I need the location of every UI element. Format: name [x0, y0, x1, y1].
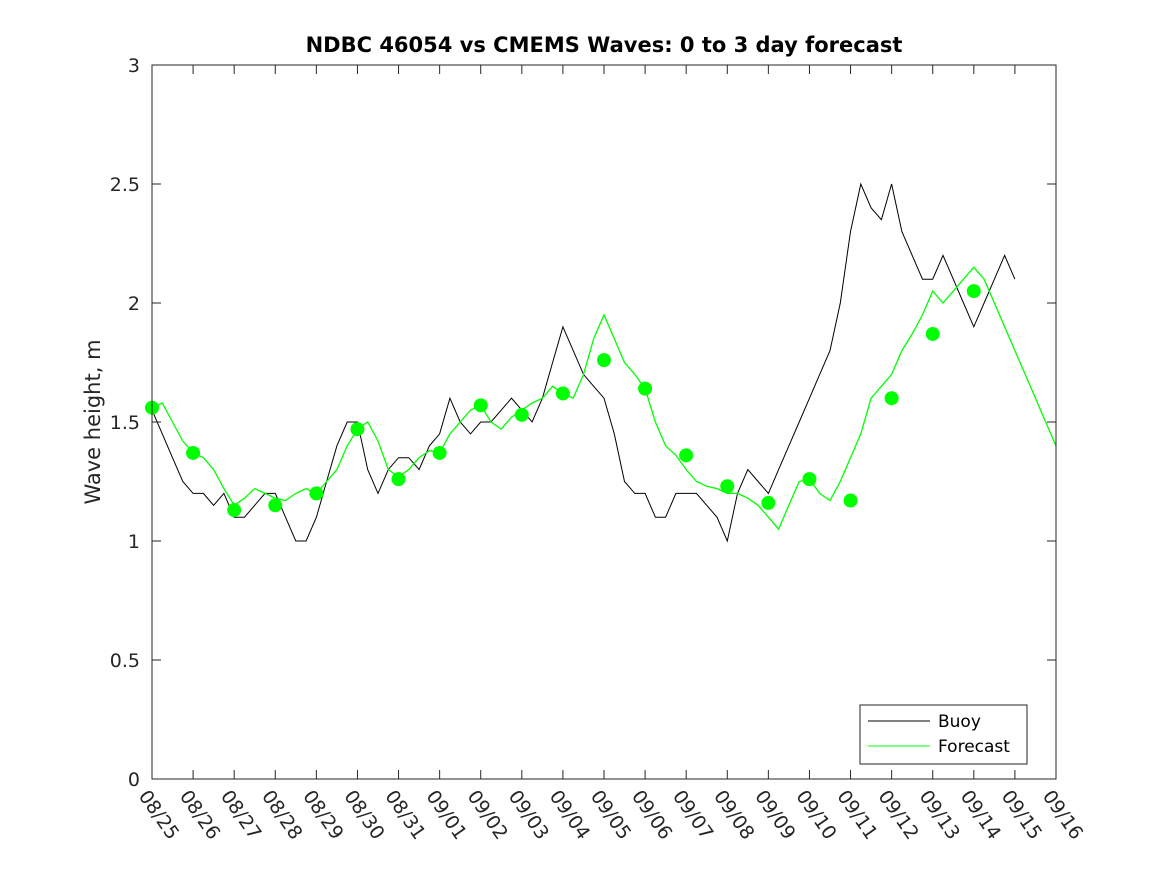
chart-title: NDBC 46054 vs CMEMS Waves: 0 to 3 day fo…: [306, 33, 903, 57]
forecast-marker: [186, 445, 201, 460]
forecast-marker: [638, 381, 653, 396]
plot-area: [145, 182, 1057, 543]
x-tick-label: 08/28: [257, 786, 306, 843]
x-tick-label: 09/01: [422, 786, 471, 843]
x-tick-label: 09/02: [463, 786, 512, 843]
x-tick-label: 08/30: [339, 786, 388, 843]
y-tick-label: 2.5: [110, 174, 140, 196]
x-tick-label: 08/29: [298, 786, 347, 843]
forecast-marker: [309, 486, 324, 501]
forecast-marker: [679, 448, 694, 463]
forecast-marker: [966, 284, 981, 299]
series-line-buoy: [151, 182, 1016, 543]
x-tick-label: 09/13: [915, 786, 964, 843]
forecast-marker: [843, 493, 858, 508]
x-tick-label: 09/08: [709, 786, 758, 843]
legend: Buoy Forecast: [859, 704, 1028, 765]
y-tick-label: 0.5: [110, 650, 140, 672]
x-tick-label: 08/26: [175, 786, 224, 843]
forecast-marker: [802, 472, 817, 487]
x-tick-label: 09/11: [832, 786, 881, 843]
forecast-marker: [514, 407, 529, 422]
y-tick-label: 1.5: [110, 412, 140, 434]
forecast-marker: [473, 398, 488, 413]
forecast-marker: [720, 479, 735, 494]
forecast-marker: [925, 326, 940, 341]
x-tick-label: 09/10: [791, 786, 840, 843]
forecast-marker: [268, 498, 283, 513]
y-axis-label: Wave height, m: [81, 339, 105, 504]
x-tick-label: 09/15: [997, 786, 1046, 843]
forecast-marker: [350, 422, 365, 437]
y-tick-label: 0: [128, 769, 140, 791]
x-tick-label: 09/16: [1038, 786, 1087, 843]
x-tick-label: 09/05: [586, 786, 635, 843]
y-tick-label: 1: [128, 531, 140, 553]
forecast-marker: [432, 445, 447, 460]
legend-label-forecast: Forecast: [938, 737, 1010, 757]
x-tick-label: 09/09: [750, 786, 799, 843]
forecast-marker: [761, 495, 776, 510]
forecast-marker: [227, 503, 242, 518]
x-tick-label: 09/12: [874, 786, 923, 843]
axes-box: [151, 64, 1057, 780]
forecast-marker: [555, 386, 570, 401]
x-tick-label: 09/14: [956, 786, 1005, 843]
x-tick-label: 08/27: [216, 786, 265, 843]
legend-label-buoy: Buoy: [938, 712, 981, 732]
x-tick-label: 09/04: [545, 786, 594, 843]
x-tick-label: 09/06: [627, 786, 676, 843]
y-tick-label: 3: [128, 55, 140, 77]
y-tick-label: 2: [128, 293, 140, 315]
forecast-marker: [597, 353, 611, 368]
series-line-forecast: [151, 266, 1057, 531]
x-tick-label: 08/25: [134, 786, 183, 843]
forecast-marker: [884, 391, 899, 406]
x-tick-label: 09/07: [668, 786, 717, 843]
x-tick-label: 09/03: [504, 786, 553, 843]
x-tick-label: 08/31: [380, 786, 429, 843]
forecast-marker: [391, 472, 406, 487]
legend-box: [859, 704, 1028, 765]
